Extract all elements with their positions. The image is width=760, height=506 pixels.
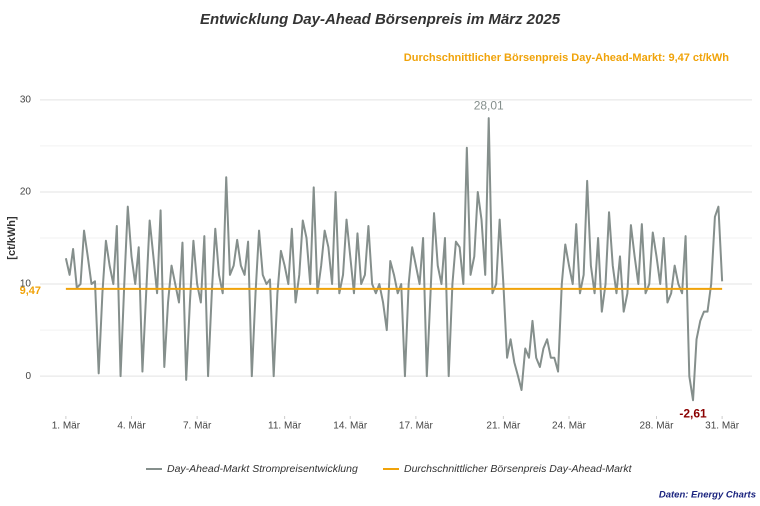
x-tick-label: 1. Mär [52,421,81,432]
x-tick-label: 31. Mär [705,421,740,432]
y-tick-label: 30 [20,94,32,105]
trough-label: -2,61 [679,406,707,420]
x-tick-label: 14. Mär [333,421,368,432]
x-tick-label: 21. Mär [486,421,521,432]
y-tick-label: 0 [25,371,31,382]
source: Daten: Energy Charts [659,490,756,501]
x-tick-label: 4. Mär [117,421,146,432]
x-tick-label: 17. Mär [399,421,434,432]
y-tick-label: 20 [20,187,32,198]
y-tick-label: 10 [20,279,32,290]
x-tick-label: 28. Mär [640,421,675,432]
chart-title: Entwicklung Day-Ahead Börsenpreis im Mär… [200,11,561,28]
y-axis-label: [ct/kWh] [6,216,18,260]
legend-label: Durchschnittlicher Börsenpreis Day-Ahead… [404,463,633,475]
chart-subtitle: Durchschnittlicher Börsenpreis Day-Ahead… [404,52,729,64]
legend-label: Day-Ahead-Markt Strompreisentwicklung [167,463,358,475]
x-tick-label: 7. Mär [183,421,212,432]
x-tick-label: 24. Mär [552,421,587,432]
peak-label: 28,01 [474,98,504,112]
x-tick-label: 11. Mär [268,421,302,432]
mean-label: 9,47 [20,285,41,297]
price-line [64,117,724,402]
